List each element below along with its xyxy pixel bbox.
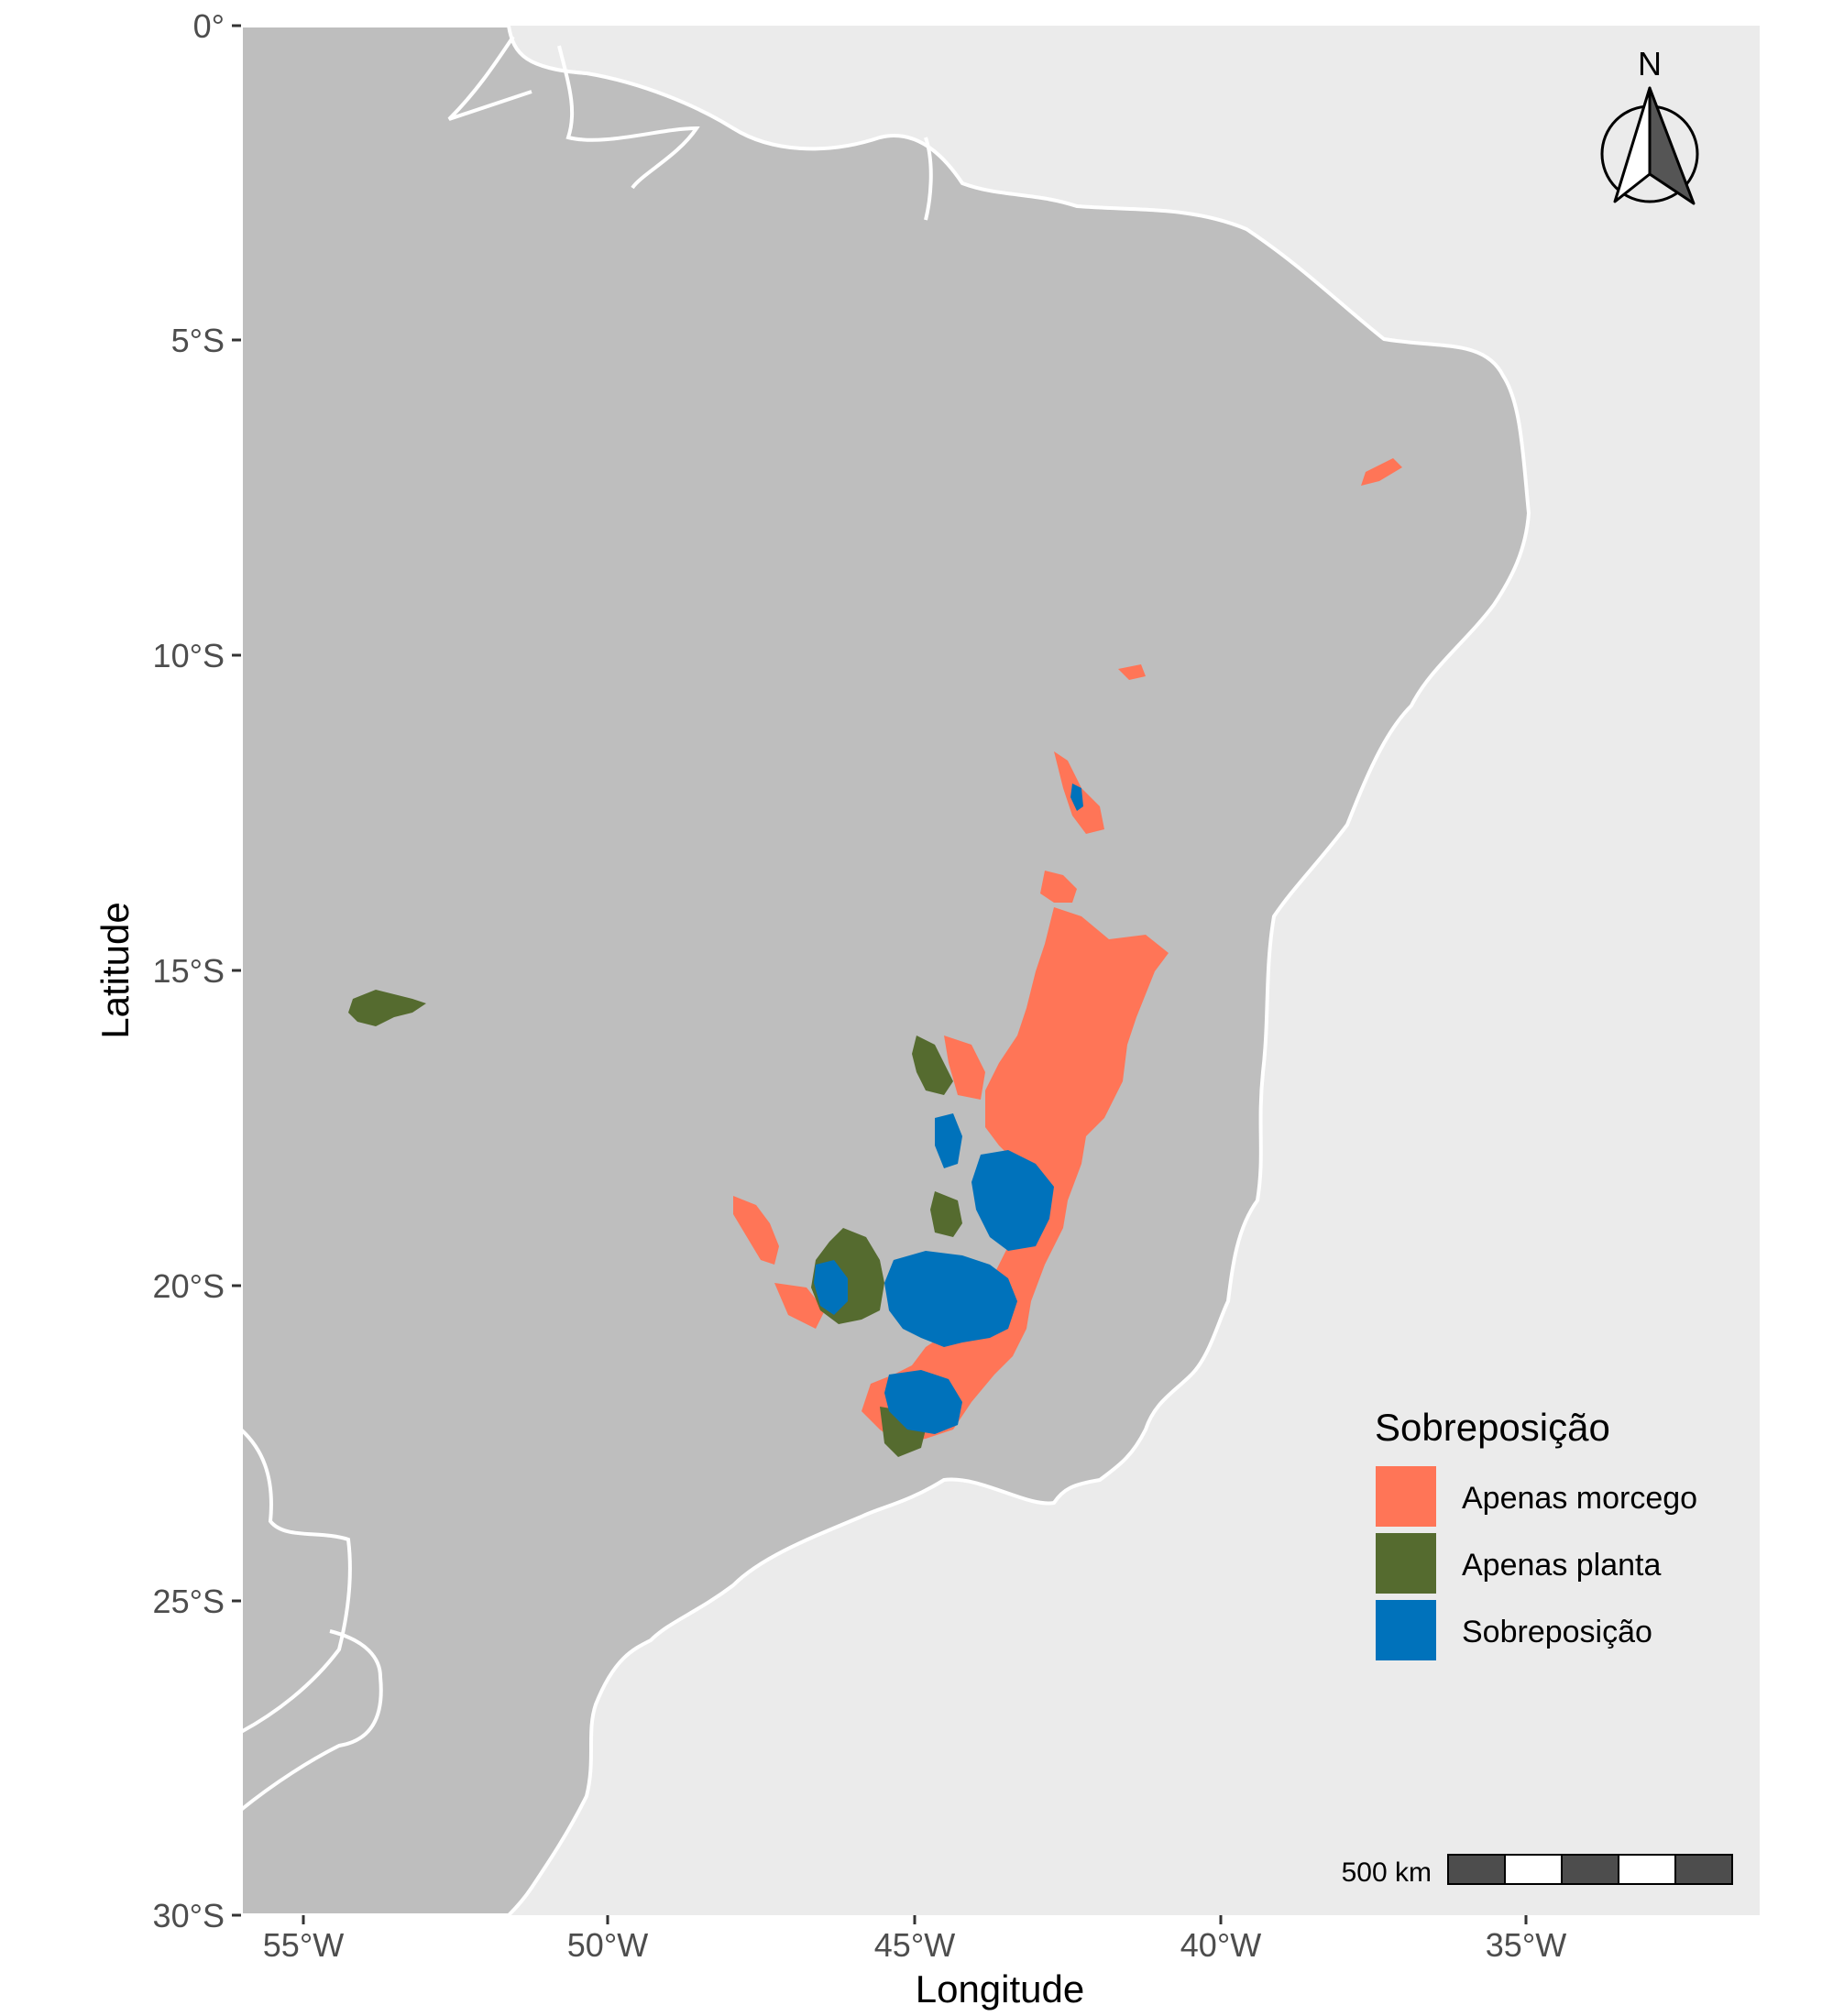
patch-bat-only-main — [862, 907, 1169, 1443]
legend-swatch — [1376, 1533, 1436, 1594]
patch-bat-only-west — [733, 1196, 779, 1265]
land-mass — [239, 24, 1531, 1917]
y-tick-label: 20°S — [153, 1267, 225, 1305]
x-tick-label: 45°W — [874, 1926, 955, 1964]
legend-item-label: Sobreposição — [1462, 1615, 1652, 1649]
legend-item-label: Apenas morcego — [1462, 1481, 1697, 1516]
y-tick-label: 15°S — [153, 952, 225, 990]
legend-title: Sobreposição — [1375, 1406, 1610, 1449]
patch-plant-only-west — [348, 990, 426, 1026]
x-tick-label: 50°W — [567, 1926, 648, 1964]
y-tick-label: 10°S — [153, 637, 225, 674]
patch-overlap-east — [971, 1150, 1054, 1251]
patch-bat-only-central — [944, 1035, 985, 1100]
patch-bat-only-north — [1040, 871, 1077, 903]
patch-overlap-southwest — [884, 1370, 962, 1434]
y-tick-label: 5°S — [171, 322, 225, 359]
legend-swatch — [1376, 1466, 1436, 1527]
patch-plant-only-center — [930, 1191, 962, 1237]
estuary-lines — [447, 35, 933, 221]
y-axis-title: Latitude — [93, 902, 137, 1038]
patch-overlap-large — [884, 1251, 1017, 1347]
patch-plant-only-north — [912, 1035, 953, 1095]
patch-overlap-small — [1070, 783, 1083, 811]
border-lines — [239, 1428, 383, 1812]
y-axis-ticks — [232, 24, 241, 1917]
y-tick-label: 30°S — [153, 1897, 225, 1934]
x-tick-label: 35°W — [1486, 1926, 1566, 1964]
x-axis-title: Longitude — [916, 1967, 1085, 2011]
legend-item-label: Apenas planta — [1462, 1548, 1661, 1583]
scale-bar-label: 500 km — [1342, 1857, 1432, 1888]
patch-overlap-north — [935, 1113, 962, 1168]
x-tick-label: 40°W — [1180, 1926, 1261, 1964]
x-tick-label: 55°W — [263, 1926, 344, 1964]
y-tick-label: 25°S — [153, 1583, 225, 1620]
scale-bar: 500 km — [1342, 1854, 1733, 1888]
x-axis-ticks — [302, 1915, 1528, 1924]
y-tick-label: 0° — [193, 7, 225, 45]
legend-swatch — [1376, 1600, 1436, 1660]
north-arrow-icon: N — [1600, 45, 1699, 205]
patch-bat-only-southwest — [774, 1283, 825, 1329]
patch-bat-only-ne — [1361, 458, 1402, 486]
patch-bat-only-far-north — [1118, 664, 1146, 680]
legend: Sobreposição Apenas morcego Apenas plant… — [1375, 1406, 1697, 1660]
range-patches — [348, 458, 1402, 1457]
patch-overlap-west — [814, 1260, 848, 1315]
north-label: N — [1638, 45, 1662, 82]
